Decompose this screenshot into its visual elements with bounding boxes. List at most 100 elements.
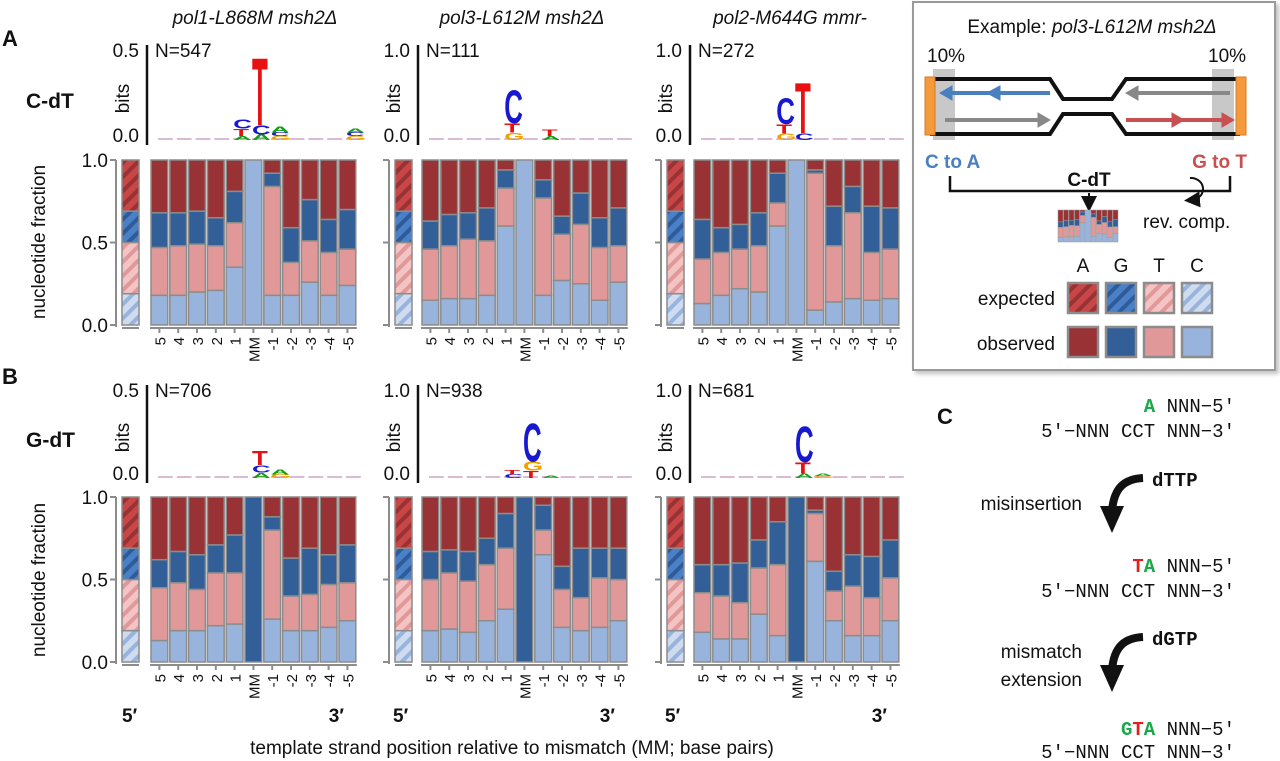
- logo-letter-T: T: [504, 121, 520, 136]
- mini-bar-C: [1107, 236, 1113, 243]
- bar-segment-T: [477, 563, 496, 622]
- x-tick-label: MM: [789, 337, 806, 362]
- expected-segment-C: [666, 292, 685, 326]
- swatch-expected-T: [1142, 281, 1176, 315]
- x-tick-label: -4: [865, 337, 882, 350]
- mini-bar-G: [1096, 220, 1102, 225]
- mini-bar-T: [1112, 226, 1119, 234]
- x-tick-label: 4: [714, 337, 731, 345]
- logo-stack-minor: [738, 476, 754, 478]
- bar-segment-C: [571, 629, 590, 663]
- x-tick-label: 1: [228, 337, 245, 345]
- bar-segment-A: [712, 496, 731, 566]
- logo-stack-minor: [851, 138, 867, 140]
- bar-segment-G: [496, 512, 515, 549]
- bar-segment-G: [693, 218, 712, 260]
- logo-letter-T: T: [252, 39, 268, 147]
- x-tick-label: 3: [190, 674, 207, 682]
- logo-stack-minor: [813, 476, 829, 478]
- bar-segment-G: [187, 210, 207, 245]
- mini-bar-A: [1079, 209, 1086, 213]
- x-tick-label: -5: [340, 337, 357, 350]
- x-tick-label: 3: [733, 674, 750, 682]
- bar-segment-A: [590, 496, 609, 549]
- bar-segment-T: [458, 238, 478, 300]
- logo-stack-minor: [233, 476, 248, 478]
- x-tick-label: -2: [555, 337, 572, 350]
- bar-segment-A: [881, 159, 900, 209]
- bar-segment-T: [150, 246, 169, 297]
- y-tick-label: 0.5: [82, 234, 108, 255]
- logo-stack-minor: [176, 476, 192, 478]
- bar-segment-T: [440, 572, 459, 630]
- logo-ymin-label: 0.0: [384, 464, 410, 485]
- logo-stack-minor: [598, 138, 613, 140]
- mini-bar-G: [1112, 219, 1119, 227]
- bar-segment-C: [187, 291, 207, 326]
- x-tick-label: 3: [733, 337, 750, 345]
- x-tick-label: 4: [171, 674, 188, 682]
- logo-letter-A: A: [271, 468, 290, 476]
- logo-stack-minor: [308, 138, 324, 140]
- pct-right: 10%: [1208, 46, 1246, 67]
- logo-stack-minor: [870, 138, 885, 140]
- bar-segment-A: [749, 496, 768, 541]
- five-prime-label: 5′: [393, 706, 409, 727]
- bar-segment-G: [458, 550, 478, 582]
- ylabel-bottom: nucleotide fraction: [29, 503, 50, 657]
- logo-letter-A: A: [233, 135, 252, 141]
- logo-letter-T: T: [233, 127, 249, 139]
- expected-segment-C: [121, 629, 140, 663]
- mini-bar-A: [1090, 209, 1097, 215]
- bar-segment-C: [693, 631, 712, 663]
- logo-letter-C: C: [523, 413, 542, 474]
- observed-label: observed: [977, 334, 1055, 355]
- bar-segment-G: [496, 169, 515, 189]
- logo-stack-minor: [447, 476, 463, 478]
- n-count: N=547: [155, 41, 212, 62]
- swatch-observed-C: [1180, 325, 1214, 359]
- expected-segment-A: [394, 496, 413, 549]
- bar-segment-A: [338, 496, 357, 546]
- mini-bar-A: [1096, 209, 1102, 222]
- bar-segment-G: [458, 212, 478, 240]
- bar-segment-T: [169, 582, 188, 632]
- bar-segment-A: [843, 159, 862, 188]
- bar-segment-T: [712, 595, 731, 640]
- x-tick-label: 1: [499, 674, 516, 682]
- arrows-blue: [939, 85, 1050, 101]
- bar-segment-A: [712, 159, 731, 229]
- logo-stack-minor: [832, 138, 848, 140]
- bar-segment-C: [730, 638, 750, 663]
- logo-letter-T: T: [523, 469, 539, 480]
- bar-segment-G: [300, 547, 319, 596]
- bar-segment-T: [496, 187, 515, 227]
- mini-bar-C: [1085, 209, 1091, 243]
- bar-segment-C: [768, 634, 787, 663]
- bar-segment-G: [150, 558, 169, 589]
- bar-segment-T: [421, 248, 440, 302]
- x-tick-label: 2: [480, 337, 497, 345]
- colored-nucleotide: T: [1132, 719, 1143, 741]
- expected-segment-T: [121, 578, 140, 632]
- bar-segment-A: [806, 496, 825, 511]
- logo-stack-minor: [813, 138, 829, 140]
- bar-segment-T: [440, 245, 459, 300]
- logo-stack-minor: [889, 476, 904, 478]
- bar-segment-T: [150, 587, 169, 642]
- bar-segment-T: [534, 197, 553, 297]
- bar-segment-A: [169, 159, 188, 214]
- bar-segment-G: [281, 226, 301, 264]
- bits-label: bits: [384, 84, 405, 114]
- sequence-rest: NNN−5′: [1155, 719, 1235, 741]
- column-title-3: pol2-M644G mmr-: [712, 8, 867, 29]
- bar-segment-A: [590, 159, 609, 219]
- bar-segment-C: [806, 309, 825, 326]
- logo-stack-minor: [252, 138, 267, 140]
- bar-segment-C: [300, 281, 319, 326]
- x-tick-label: -3: [846, 674, 863, 687]
- bar-segment-C: [590, 299, 609, 326]
- x-tick-label: -1: [265, 337, 282, 350]
- mini-bar-G: [1107, 220, 1113, 228]
- logo-stack-minor: [346, 476, 361, 478]
